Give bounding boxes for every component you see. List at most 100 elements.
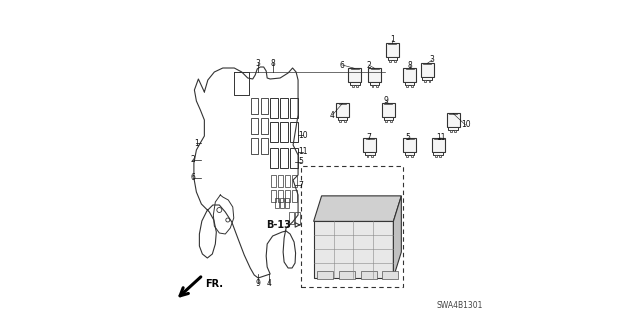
Bar <box>252 138 258 154</box>
Polygon shape <box>314 196 401 221</box>
Bar <box>405 152 414 155</box>
Bar <box>403 69 416 82</box>
Bar <box>389 60 391 62</box>
Bar <box>278 175 283 187</box>
Bar <box>270 148 278 168</box>
Bar <box>295 212 300 224</box>
Text: 4: 4 <box>267 278 271 287</box>
Bar <box>292 190 297 202</box>
Bar <box>275 198 278 208</box>
Text: 1: 1 <box>390 35 395 44</box>
Bar <box>371 155 373 157</box>
Bar <box>270 98 278 118</box>
Bar <box>290 98 298 118</box>
Bar <box>280 98 288 118</box>
Bar <box>336 103 349 117</box>
Text: SWA4B1301: SWA4B1301 <box>436 300 483 309</box>
Bar <box>369 69 381 82</box>
Bar <box>388 57 397 60</box>
Bar <box>348 69 362 82</box>
Bar <box>280 198 284 208</box>
Bar <box>278 190 283 202</box>
Bar <box>454 130 456 132</box>
Bar <box>261 98 268 114</box>
Bar <box>382 103 395 117</box>
Bar <box>440 155 442 157</box>
Bar <box>271 175 276 187</box>
Bar <box>386 43 399 57</box>
Bar <box>406 85 408 87</box>
Bar <box>280 148 288 168</box>
Bar <box>285 190 290 202</box>
Text: 11: 11 <box>298 147 307 157</box>
Bar <box>339 120 341 122</box>
Bar <box>450 130 452 132</box>
Text: 1: 1 <box>194 138 199 147</box>
Bar <box>270 122 278 142</box>
Bar <box>424 80 426 82</box>
Bar <box>449 127 458 130</box>
Text: 11: 11 <box>436 133 446 143</box>
Text: 3: 3 <box>429 56 435 64</box>
Text: 10: 10 <box>298 130 307 139</box>
Text: 8: 8 <box>407 61 412 70</box>
Bar <box>403 138 416 152</box>
Bar <box>385 120 387 122</box>
Bar <box>285 198 289 208</box>
Text: 8: 8 <box>270 58 275 68</box>
Bar <box>383 117 393 120</box>
Text: 10: 10 <box>461 121 470 130</box>
Bar <box>420 63 434 77</box>
Bar <box>372 85 374 87</box>
Text: 5: 5 <box>406 133 411 143</box>
Bar <box>285 175 290 187</box>
Bar <box>280 122 288 142</box>
Bar <box>350 82 360 85</box>
Bar <box>356 85 358 87</box>
Bar <box>406 155 408 157</box>
Bar <box>394 60 396 62</box>
Bar <box>289 212 294 224</box>
Bar <box>435 155 436 157</box>
Bar <box>429 80 431 82</box>
Text: 9: 9 <box>384 95 388 105</box>
Bar <box>411 85 413 87</box>
Text: 5: 5 <box>298 158 303 167</box>
Bar <box>271 190 276 202</box>
Bar <box>252 98 258 114</box>
Text: B-13: B-13 <box>266 220 291 230</box>
Text: 9: 9 <box>256 278 260 287</box>
Bar <box>261 138 268 154</box>
Text: 4: 4 <box>330 110 335 120</box>
Bar <box>317 271 333 279</box>
Text: 6: 6 <box>191 174 195 182</box>
Bar <box>365 152 374 155</box>
Text: 3: 3 <box>256 58 260 68</box>
Bar <box>292 175 297 187</box>
Bar <box>367 155 369 157</box>
Bar <box>290 122 298 142</box>
Bar <box>376 85 378 87</box>
Text: 2: 2 <box>191 155 195 165</box>
Bar <box>433 152 443 155</box>
Text: FR.: FR. <box>205 279 223 289</box>
Bar <box>338 117 347 120</box>
Bar <box>252 118 258 134</box>
Bar <box>360 271 376 279</box>
Bar <box>370 82 380 85</box>
Bar <box>411 155 413 157</box>
Bar <box>405 82 414 85</box>
Bar <box>447 114 460 127</box>
Bar <box>364 138 376 152</box>
Bar <box>261 118 268 134</box>
Bar <box>314 221 394 278</box>
Bar <box>344 120 346 122</box>
Bar <box>301 166 403 287</box>
Polygon shape <box>394 196 401 278</box>
Bar <box>383 271 398 279</box>
Bar <box>422 77 432 80</box>
Text: 7: 7 <box>367 133 371 143</box>
Bar <box>351 85 353 87</box>
Text: 2: 2 <box>367 61 371 70</box>
Bar <box>290 148 298 168</box>
